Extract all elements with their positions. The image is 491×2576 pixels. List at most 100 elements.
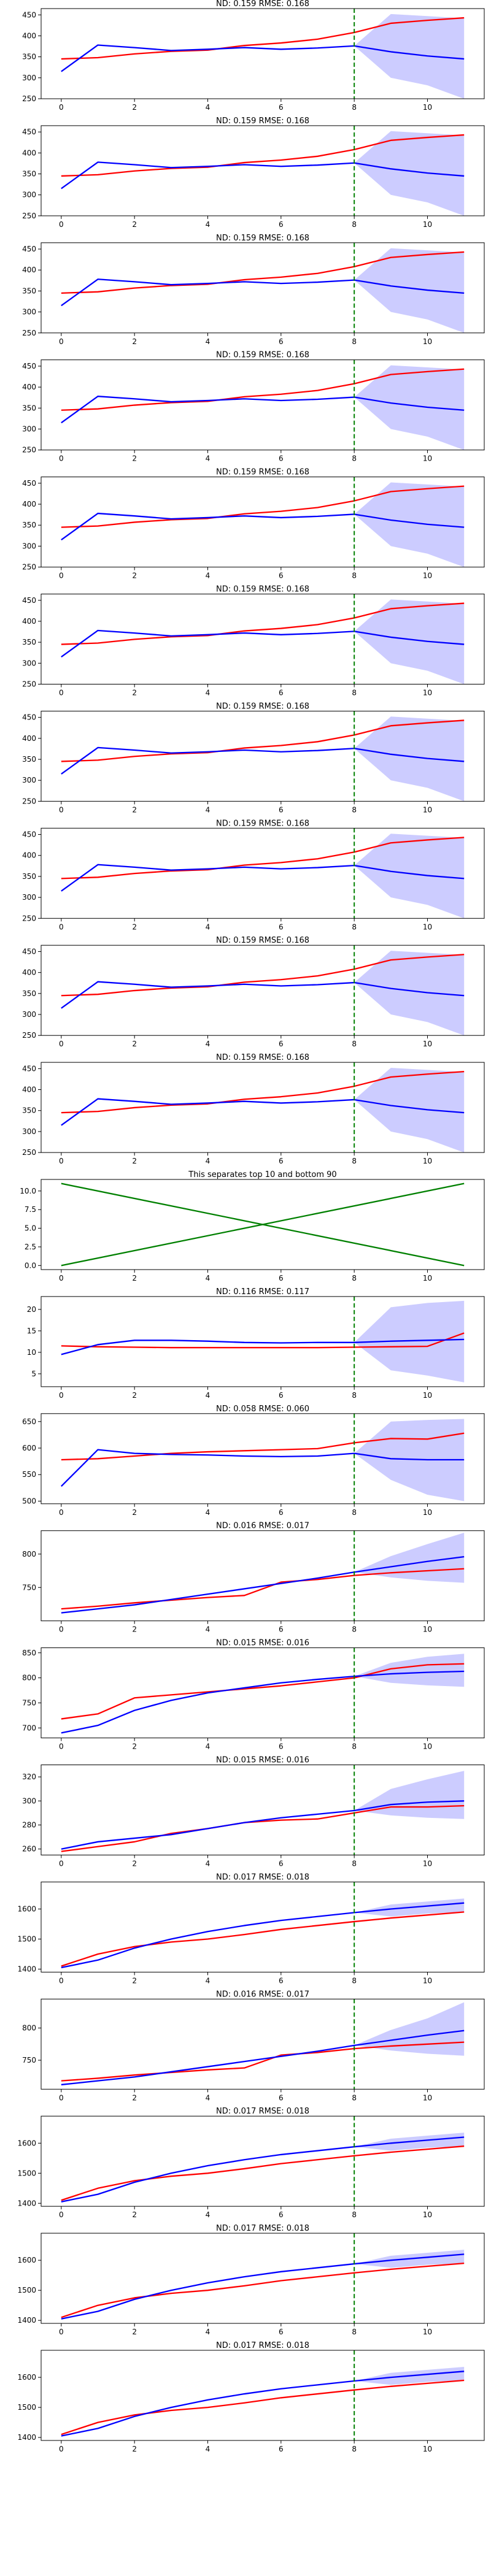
forecast-line [61, 1800, 465, 1850]
x-tick-label: 0 [59, 922, 64, 931]
axes-frame [41, 710, 485, 802]
forecast-line [61, 44, 465, 72]
x-tick-label: 10 [423, 337, 432, 346]
y-tick-label: 1400 [17, 2199, 36, 2207]
x-tick-label: 0 [59, 2445, 64, 2453]
subplot-title: ND: 0.016 RMSE: 0.017 [216, 1522, 309, 1531]
y-tick-label: 350 [22, 286, 36, 295]
x-tick-label: 10 [423, 2328, 432, 2336]
y-tick-label: 400 [22, 968, 36, 977]
y-tick-label: 450 [22, 713, 36, 722]
x-tick-label: 0 [59, 805, 64, 814]
y-tick-label: 250 [22, 446, 36, 454]
x-tick-label: 6 [279, 1040, 284, 1048]
y-tick-label: 1500 [17, 1935, 36, 1944]
x-tick-label: 2 [132, 805, 137, 814]
axes-frame [41, 1530, 485, 1622]
x-tick-label: 6 [279, 572, 284, 580]
x-tick-label: 10 [423, 2210, 432, 2219]
y-tick-label: 450 [22, 10, 36, 19]
actual-line [61, 368, 465, 411]
actual-line [61, 719, 465, 762]
y-tick-label: 250 [22, 563, 36, 572]
x-tick-label: 8 [352, 1625, 357, 1634]
y-tick-label: 400 [22, 31, 36, 40]
y-tick-label: 350 [22, 638, 36, 646]
axes-frame [41, 827, 485, 919]
x-tick-label: 8 [352, 220, 357, 229]
actual-line [61, 134, 465, 177]
x-tick-label: 4 [206, 1391, 211, 1400]
axes-frame [41, 2350, 485, 2441]
axes-frame [41, 1998, 485, 2090]
y-tick-label: 500 [22, 1497, 36, 1505]
x-tick-label: 10 [423, 572, 432, 580]
subplot-11: This separates top 10 and bottom 90 0 2 4 6 8… [20, 1170, 485, 1282]
actual-line [61, 1432, 465, 1461]
y-tick-label: 800 [22, 1550, 36, 1558]
x-tick-label: 6 [279, 1391, 284, 1400]
x-tick-label: 10 [423, 1040, 432, 1048]
x-tick-label: 0 [59, 1860, 64, 1868]
forecast-line [61, 1670, 465, 1734]
subplot-title: ND: 0.015 RMSE: 0.016 [216, 1756, 309, 1765]
subplot-title: ND: 0.159 RMSE: 0.168 [216, 936, 309, 945]
x-tick-label: 2 [132, 2210, 137, 2219]
forecast-line [61, 864, 465, 892]
x-tick-label: 0 [59, 1625, 64, 1634]
subplot-title: ND: 0.159 RMSE: 0.168 [216, 351, 309, 360]
x-tick-label: 10 [423, 1157, 432, 1165]
y-tick-label: 250 [22, 914, 36, 922]
y-tick-label: 450 [22, 362, 36, 370]
y-tick-label: 1600 [17, 2139, 36, 2147]
y-tick-label: 550 [22, 1470, 36, 1479]
x-tick-label: 6 [279, 1508, 284, 1517]
actual-line [61, 1568, 465, 1610]
y-tick-label: 450 [22, 1064, 36, 1073]
forecast-band [354, 951, 465, 1036]
y-tick-label: 350 [22, 989, 36, 998]
x-tick-label: 6 [279, 103, 284, 112]
actual-line [61, 1663, 465, 1720]
x-tick-label: 0 [59, 572, 64, 580]
subplot-title: ND: 0.159 RMSE: 0.168 [216, 117, 309, 126]
y-tick-label: 7.5 [25, 1205, 36, 1214]
y-tick-label: 1500 [17, 2403, 36, 2412]
diagonal-line-2 [61, 1183, 465, 1267]
x-tick-label: 2 [132, 220, 137, 229]
y-tick-label: 600 [22, 1444, 36, 1452]
x-tick-label: 2 [132, 1508, 137, 1517]
y-tick-label: 260 [22, 1845, 36, 1853]
y-tick-label: 1400 [17, 2316, 36, 2325]
x-tick-label: 6 [279, 2093, 284, 2102]
x-tick-label: 8 [352, 805, 357, 814]
x-tick-label: 0 [59, 337, 64, 346]
x-tick-label: 8 [352, 689, 357, 697]
x-tick-label: 4 [206, 1508, 211, 1517]
forecast-band [354, 13, 465, 99]
subplot-title: ND: 0.017 RMSE: 0.018 [216, 2341, 309, 2350]
x-tick-label: 4 [206, 1040, 211, 1048]
forecast-line [61, 161, 465, 190]
x-tick-label: 6 [279, 337, 284, 346]
subplot-8: ND: 0.159 RMSE: 0.168 0 2 4 6 8 10 250 300 350 400… [22, 819, 485, 931]
x-tick-label: 10 [423, 1625, 432, 1634]
actual-line [61, 602, 465, 645]
actual-line [61, 485, 465, 528]
actual-line [61, 1911, 465, 1967]
x-tick-label: 0 [59, 1040, 64, 1048]
forecast-line [61, 512, 465, 541]
y-tick-label: 850 [22, 1649, 36, 1657]
y-tick-label: 300 [22, 659, 36, 667]
x-tick-label: 2 [132, 1860, 137, 1868]
x-tick-label: 6 [279, 1742, 284, 1751]
x-tick-label: 2 [132, 337, 137, 346]
y-tick-label: 250 [22, 1031, 36, 1040]
subplot-17: ND: 0.017 RMSE: 0.018 0 2 4 6 8 10 1400 1500 1600 [17, 1873, 485, 1985]
x-tick-label: 8 [352, 922, 357, 931]
actual-line [61, 1070, 465, 1114]
x-tick-label: 6 [279, 2210, 284, 2219]
subplot-title: ND: 0.159 RMSE: 0.168 [216, 468, 309, 477]
axes-frame [41, 1765, 485, 1855]
